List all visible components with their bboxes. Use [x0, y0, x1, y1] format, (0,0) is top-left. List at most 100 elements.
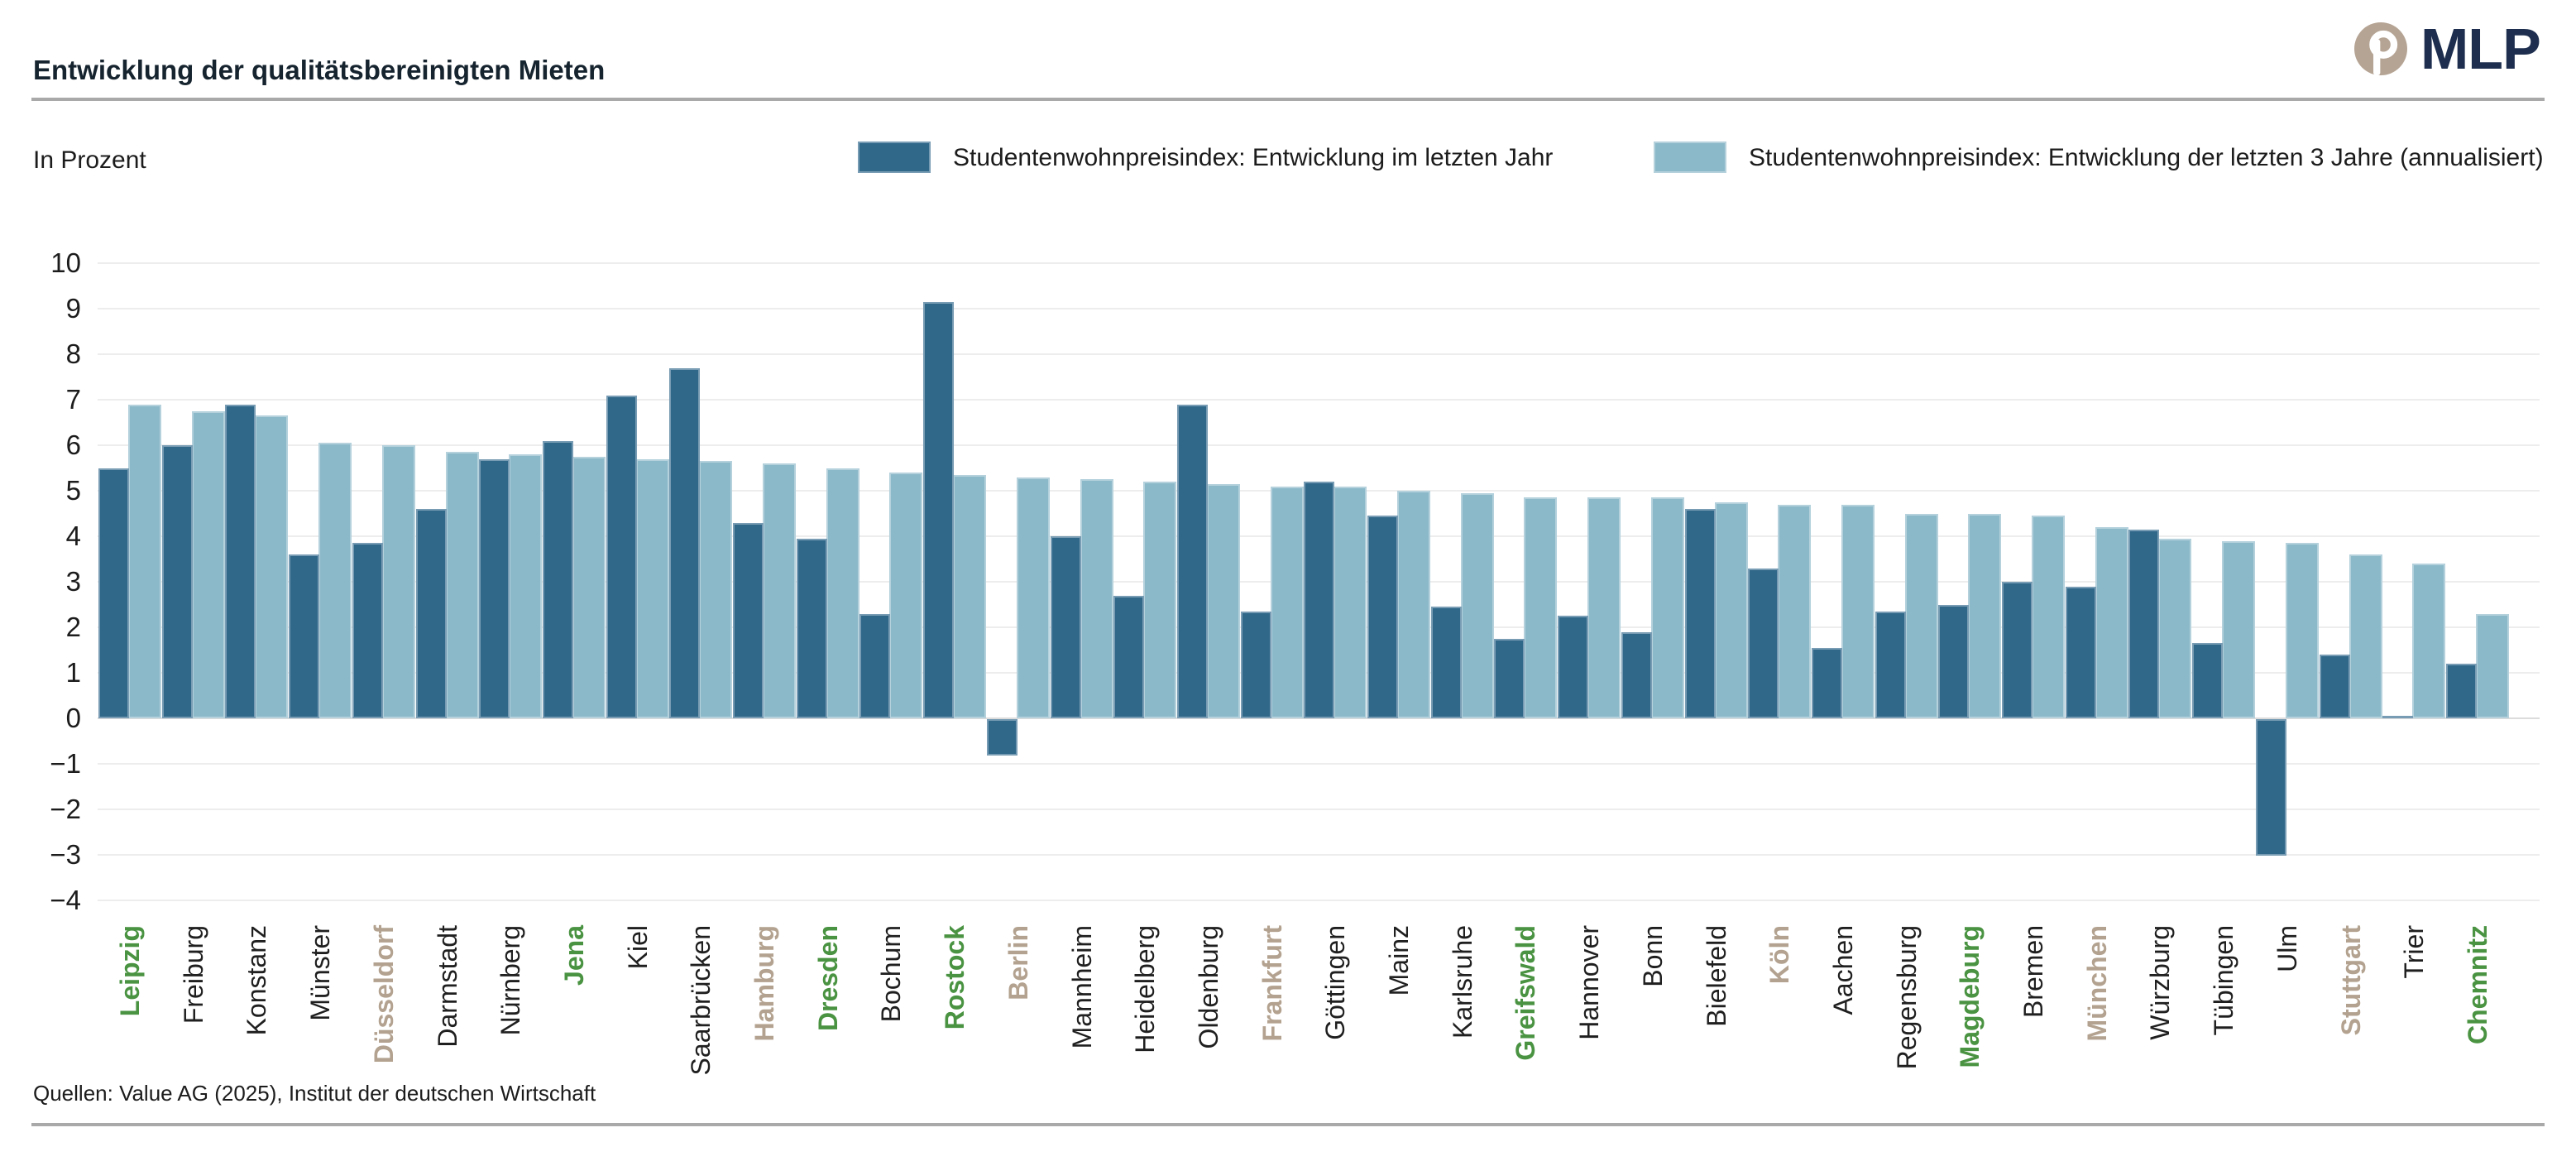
- bar-hamburg-last-year: [733, 522, 764, 718]
- x-axis-label-tuebingen: Tübingen: [2209, 925, 2239, 1036]
- bar-hannover-last-year: [1558, 616, 1589, 718]
- bar-freiburg-last-year: [161, 445, 193, 718]
- x-axis-label-heidelberg: Heidelberg: [1130, 925, 1161, 1053]
- bar-mainz-last-year: [1367, 516, 1398, 718]
- x-axis-label-jena: Jena: [558, 925, 589, 986]
- bar-leipzig-last-year: [98, 468, 129, 718]
- bar-koeln-last-year: [1748, 568, 1779, 718]
- bar-berlin-last-year: [986, 719, 1017, 756]
- bar-saarbruecken-3-years: [699, 461, 733, 718]
- bar-darmstadt-last-year: [415, 509, 447, 718]
- legend-swatch-3-years: [1654, 142, 1726, 173]
- bar-freiburg-3-years: [191, 410, 225, 718]
- x-axis-label-saarbruecken: Saarbrücken: [686, 925, 716, 1076]
- y-axis-tick-label: −4: [50, 885, 81, 915]
- bar-hamburg-3-years: [763, 463, 796, 718]
- legend-label-3-years: Studentenwohnpreisindex: Entwicklung der…: [1749, 144, 2544, 171]
- x-axis-label-karlsruhe: Karlsruhe: [1447, 925, 1477, 1039]
- bar-nuernberg-3-years: [509, 454, 543, 718]
- bar-bielefeld-3-years: [1714, 501, 1748, 718]
- y-axis-tick-label: 0: [65, 703, 81, 733]
- bar-saarbruecken-last-year: [669, 367, 701, 718]
- bar-kiel-last-year: [606, 395, 637, 718]
- bar-leipzig-3-years: [128, 404, 161, 718]
- bar-karlsruhe-last-year: [1430, 607, 1462, 718]
- x-axis-label-hannover: Hannover: [1574, 925, 1605, 1040]
- y-axis-tick-label: 8: [65, 338, 81, 369]
- y-axis-tick-label: 6: [65, 429, 81, 460]
- bar-kiel-3-years: [635, 458, 669, 718]
- x-axis-label-kiel: Kiel: [622, 925, 653, 970]
- bar-regensburg-3-years: [1904, 513, 1938, 718]
- bar-stuttgart-3-years: [2349, 554, 2382, 718]
- bar-duesseldorf-3-years: [381, 445, 415, 718]
- x-axis-label-nuernberg: Nürnberg: [496, 925, 526, 1036]
- bar-nuernberg-last-year: [479, 458, 510, 718]
- y-axis-tick-label: 4: [65, 521, 81, 551]
- bar-rostock-3-years: [953, 474, 987, 718]
- source-note: Quellen: Value AG (2025), Institut der d…: [33, 1081, 596, 1106]
- y-axis-tick-label: 10: [50, 247, 81, 278]
- mlp-wordmark: MLP: [2420, 17, 2541, 81]
- x-axis-label-dresden: Dresden: [812, 925, 843, 1032]
- x-axis-label-aachen: Aachen: [1827, 925, 1858, 1015]
- x-axis-label-chemnitz: Chemnitz: [2462, 925, 2492, 1044]
- x-axis-label-bonn: Bonn: [1637, 925, 1668, 987]
- x-axis-label-koeln: Köln: [1764, 925, 1795, 985]
- bar-tuebingen-last-year: [2192, 643, 2224, 718]
- x-axis-label-oldenburg: Oldenburg: [1193, 925, 1223, 1049]
- bar-konstanz-last-year: [225, 404, 256, 718]
- bar-greifswald-3-years: [1524, 497, 1558, 718]
- x-axis-label-regensburg: Regensburg: [1891, 925, 1922, 1070]
- x-axis-label-muenchen: München: [2081, 925, 2112, 1042]
- bar-rostock-last-year: [923, 301, 955, 718]
- bar-bremen-3-years: [2032, 516, 2065, 718]
- legend-item-last-year: Studentenwohnpreisindex: Entwicklung im …: [858, 142, 1553, 175]
- bar-trier-3-years: [2412, 564, 2446, 718]
- legend-item-3-years: Studentenwohnpreisindex: Entwicklung der…: [1654, 142, 2544, 175]
- bar-heidelberg-3-years: [1143, 482, 1177, 718]
- x-axis-label-bremen: Bremen: [2018, 925, 2048, 1019]
- x-axis-label-mannheim: Mannheim: [1066, 925, 1097, 1049]
- bar-frankfurt-3-years: [1270, 486, 1304, 718]
- bar-duesseldorf-last-year: [352, 543, 383, 718]
- x-axis-label-duesseldorf: Düsseldorf: [368, 925, 399, 1064]
- zero-gridline: [98, 717, 2540, 719]
- gridline: [98, 763, 2540, 765]
- bar-konstanz-3-years: [255, 415, 289, 718]
- legend-label-last-year: Studentenwohnpreisindex: Entwicklung im …: [953, 144, 1554, 171]
- x-axis-label-muenster: Münster: [305, 925, 336, 1021]
- bar-goettingen-3-years: [1333, 486, 1367, 718]
- bar-greifswald-last-year: [1494, 638, 1525, 718]
- bar-muenchen-last-year: [2065, 586, 2096, 718]
- legend-swatch-last-year: [858, 142, 931, 173]
- x-axis-label-wuerzburg: Würzburg: [2145, 925, 2176, 1040]
- bar-muenster-3-years: [318, 443, 352, 718]
- bar-muenster-last-year: [289, 554, 320, 718]
- x-axis-label-ulm: Ulm: [2272, 925, 2302, 972]
- gridline: [98, 900, 2540, 901]
- gridline: [98, 262, 2540, 264]
- bar-dresden-last-year: [796, 538, 827, 718]
- bar-heidelberg-last-year: [1113, 595, 1145, 718]
- x-axis-label-frankfurt: Frankfurt: [1257, 925, 1287, 1042]
- bar-aachen-last-year: [1811, 647, 1842, 718]
- bar-bochum-3-years: [889, 473, 923, 718]
- bar-magdeburg-last-year: [1938, 604, 1970, 718]
- header-divider: [31, 98, 2545, 101]
- bar-ulm-3-years: [2285, 543, 2319, 718]
- bar-jena-last-year: [542, 440, 573, 718]
- bar-oldenburg-last-year: [1176, 404, 1208, 718]
- bar-regensburg-last-year: [1875, 611, 1906, 718]
- y-axis-tick-label: 7: [65, 384, 81, 415]
- y-axis-tick-label: 3: [65, 566, 81, 597]
- bar-bonn-last-year: [1621, 631, 1652, 718]
- bar-bonn-3-years: [1650, 497, 1684, 718]
- gridline: [98, 809, 2540, 810]
- x-axis-label-greifswald: Greifswald: [1511, 925, 1541, 1061]
- bar-jena-3-years: [572, 456, 606, 718]
- bar-oldenburg-3-years: [1206, 483, 1240, 718]
- y-axis-tick-label: 5: [65, 475, 81, 506]
- bar-mainz-3-years: [1397, 491, 1430, 718]
